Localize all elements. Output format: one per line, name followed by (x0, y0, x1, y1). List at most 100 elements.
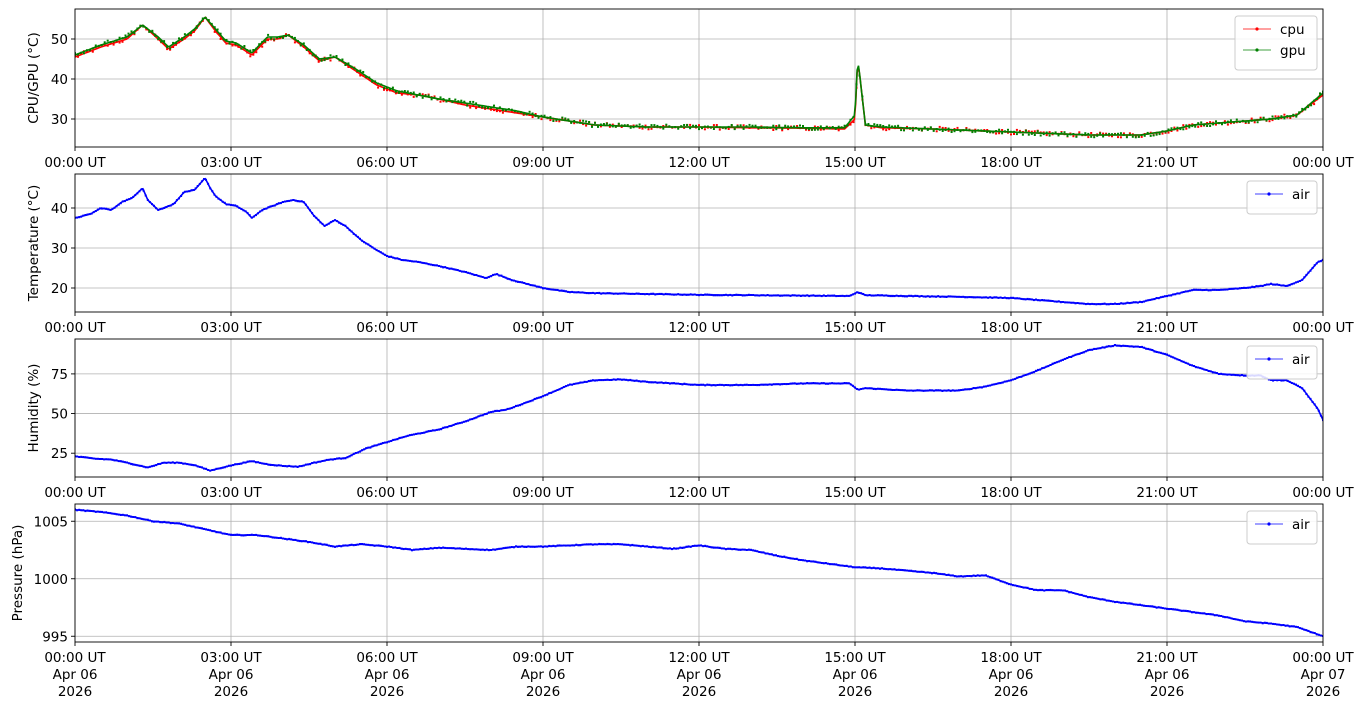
data-point (941, 295, 944, 298)
data-point (920, 389, 923, 392)
data-point (277, 202, 280, 205)
data-point (196, 526, 199, 529)
data-point (1001, 381, 1004, 384)
data-point (82, 52, 85, 55)
data-point (914, 389, 917, 392)
data-point (953, 389, 956, 392)
data-point (1178, 359, 1181, 361)
data-point (660, 546, 663, 549)
data-point (635, 292, 638, 295)
data-point (852, 115, 855, 118)
data-point (571, 290, 574, 293)
data-point (594, 292, 596, 295)
data-point (535, 545, 538, 548)
data-point (941, 126, 944, 129)
data-point (252, 534, 255, 536)
data-point (785, 383, 788, 386)
data-point (180, 461, 183, 464)
data-point (404, 259, 407, 262)
data-point (386, 89, 388, 92)
data-point (456, 422, 459, 425)
data-point (406, 434, 409, 437)
x-tick-label: 03:00 UT (200, 320, 262, 336)
data-point (656, 124, 659, 127)
data-point (901, 295, 904, 298)
data-point (76, 216, 79, 219)
data-point (207, 182, 210, 185)
data-point (383, 253, 386, 256)
data-point (1201, 289, 1204, 292)
data-point (632, 124, 635, 127)
data-point (374, 80, 377, 83)
data-point (427, 94, 430, 97)
data-point (621, 543, 623, 546)
data-point (451, 101, 454, 104)
data-point (1311, 401, 1314, 403)
data-point (539, 286, 542, 289)
data-point (439, 100, 442, 103)
data-point (978, 386, 981, 389)
data-point (1007, 379, 1010, 382)
data-point (531, 545, 534, 548)
data-point (997, 296, 1000, 299)
data-point (937, 572, 940, 575)
data-point (647, 128, 650, 131)
data-point (381, 442, 384, 444)
data-point (849, 118, 852, 121)
data-point (1298, 111, 1301, 114)
data-point (1027, 133, 1030, 136)
data-point (938, 125, 941, 128)
data-point (1313, 403, 1316, 406)
data-point (1084, 350, 1087, 353)
data-point (737, 548, 740, 551)
data-point (166, 46, 169, 49)
data-point (1043, 589, 1046, 592)
data-point (689, 383, 692, 386)
data-point (793, 294, 796, 297)
data-point (128, 462, 131, 465)
data-point (995, 132, 998, 135)
data-point (656, 381, 659, 384)
data-point (812, 382, 815, 384)
data-point (356, 71, 359, 73)
data-point (824, 562, 827, 564)
data-point (552, 288, 555, 291)
data-point (334, 219, 336, 222)
data-point (292, 538, 295, 541)
data-point (479, 414, 482, 417)
data-point (496, 548, 499, 551)
data-point (1229, 119, 1232, 122)
data-point (849, 565, 852, 568)
data-point (91, 50, 94, 53)
data-point (523, 545, 526, 548)
data-point (754, 384, 757, 386)
data-point (273, 38, 276, 41)
data-point (521, 545, 524, 548)
data-point (167, 521, 170, 524)
data-point (390, 546, 393, 548)
data-point (1036, 130, 1039, 133)
x-tick-year: 2026 (994, 684, 1028, 700)
data-point (171, 203, 174, 206)
data-point (972, 574, 975, 577)
data-point (1039, 134, 1042, 137)
data-point (336, 457, 339, 460)
data-point (685, 383, 688, 386)
data-point (1120, 601, 1123, 604)
data-point (564, 117, 567, 120)
data-point (1259, 116, 1262, 119)
data-point (299, 44, 302, 47)
data-point (400, 90, 403, 93)
data-point (1255, 285, 1258, 288)
data-point (111, 458, 114, 461)
data-point (1167, 131, 1170, 134)
data-point (1089, 303, 1091, 306)
data-point (130, 197, 133, 200)
data-point (760, 126, 763, 129)
data-point (760, 294, 763, 297)
data-point (475, 102, 478, 105)
data-point (1014, 377, 1017, 380)
data-point (827, 294, 829, 297)
data-point (1039, 299, 1042, 302)
data-point (712, 546, 715, 549)
